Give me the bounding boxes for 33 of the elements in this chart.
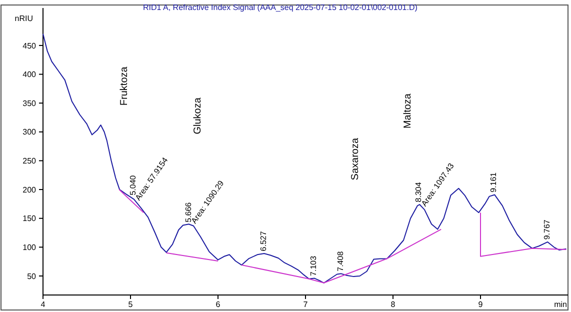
annotation: 9.767 [542, 219, 552, 240]
annotation: Glukoza [192, 97, 204, 134]
line-series [241, 228, 442, 284]
y-tick-label: 150 [22, 214, 37, 224]
y-tick-label: 100 [22, 242, 37, 252]
x-axis-title: min [554, 300, 567, 309]
annotation: 8.304 [414, 182, 423, 202]
y-tick-label: 50 [27, 272, 37, 281]
annotation: Maltoza [402, 93, 414, 129]
x-tick-label: 7 [303, 300, 308, 309]
x-tick-label: 8 [390, 300, 396, 309]
y-tick-label: 250 [22, 156, 37, 166]
chart-title: RID1 A, Refractive Index Signal (AAA_seq 2025-07-15 10-02-01\002-0101.D) [143, 3, 418, 12]
annotation: 7.103 [309, 255, 318, 276]
annotation: 5.040 [128, 174, 138, 196]
x-tick-label: 4 [40, 300, 46, 309]
line-series [42, 33, 567, 284]
annotation: 6.527 [259, 230, 268, 252]
y-tick-label: 350 [22, 98, 37, 108]
annotation: Fruktoza [119, 66, 130, 106]
x-tick-label: 9 [478, 300, 484, 309]
annotation: 5.666 [184, 202, 193, 222]
y-tick-label: 450 [22, 41, 37, 50]
x-tick-label: 5 [128, 300, 134, 309]
y-tick-label: 200 [22, 185, 37, 194]
annotation: 7.408 [336, 250, 346, 272]
line-series [480, 212, 567, 257]
y-axis-title: nRIU [14, 14, 34, 23]
y-tick-label: 400 [22, 70, 37, 80]
annotation: Saxaroza [350, 138, 361, 180]
x-tick-label: 6 [216, 300, 221, 309]
y-tick-label: 300 [22, 128, 37, 137]
annotation: 9.161 [489, 172, 498, 192]
